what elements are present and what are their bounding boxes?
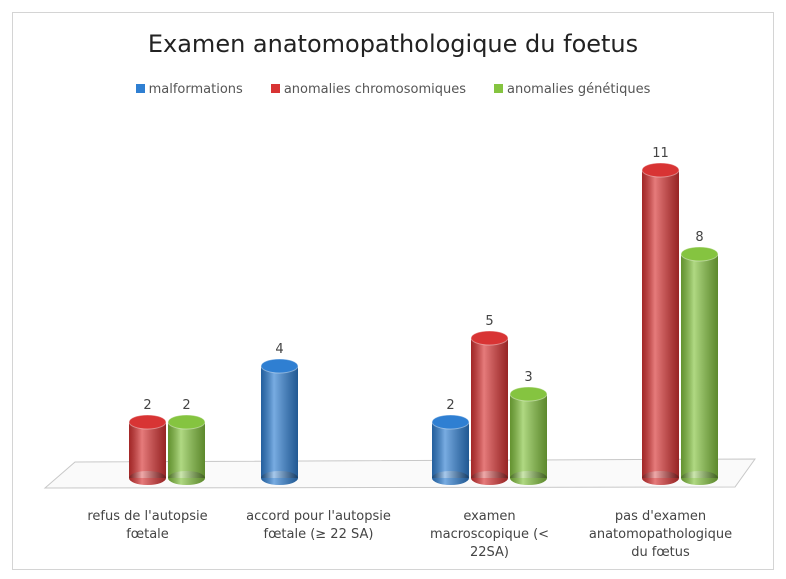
bar-top [470,330,509,346]
bar-shade [129,422,166,478]
chart-title: Examen anatomopathologique du foetus [147,30,639,58]
data-label: 11 [652,146,669,161]
legend-item: anomalies chromosomiques [270,82,467,97]
bar-shade [471,338,508,478]
bar-top [509,386,548,402]
x-tick-label: refus de l'autopsie fœtale [87,509,208,542]
x-tick-label: accord pour l'autopsie fœtale (≥ 22 SA) [246,509,391,542]
bar-top [260,358,299,374]
bar-top [167,414,206,430]
bar-shade [261,366,298,478]
legend-label: malformations [148,82,243,97]
data-label: 5 [485,314,493,329]
bar-top [680,246,719,262]
bar-top [641,162,680,178]
legend-swatch [270,84,280,93]
bar [641,162,680,485]
bar-bottom-shade [642,471,679,485]
legend-swatch [494,84,504,93]
legend-label: anomalies génétiques [507,82,651,97]
data-label: 3 [524,370,532,385]
legend-item: anomalies génétiques [494,82,650,97]
bar-top [128,414,167,430]
legend-item: malformations [135,82,243,97]
bar [167,414,206,485]
bar-bottom-shade [471,471,508,485]
bar [260,358,299,485]
bar-bottom-shade [432,471,469,485]
bar-shade [510,394,547,478]
bar-shade [168,422,205,478]
legend-swatch [135,84,145,93]
data-label: 2 [446,398,454,413]
bar-top [431,414,470,430]
bar-bottom-shade [510,471,547,485]
bar [680,246,719,485]
data-label: 4 [275,342,283,357]
data-label: 8 [695,230,703,245]
bar-bottom-shade [261,471,298,485]
bar [128,414,167,485]
chart-frame [12,12,774,570]
x-tick-label: examen macroscopique (< 22SA) [429,509,550,560]
bar-bottom-shade [681,471,718,485]
bar-shade [642,170,679,478]
bar [509,386,548,485]
data-label: 2 [182,398,190,413]
legend: malformations anomalies chromosomiques ano… [0,82,786,97]
bar [431,414,470,485]
data-label: 2 [143,398,151,413]
bar-bottom-shade [168,471,205,485]
bar-shade [432,422,469,478]
x-tick-label: pas d'examen anatomopathologique du fœtu… [588,509,733,560]
legend-label: anomalies chromosomiques [283,82,467,97]
bar [470,330,509,485]
bar-shade [681,254,718,478]
bar-bottom-shade [129,471,166,485]
